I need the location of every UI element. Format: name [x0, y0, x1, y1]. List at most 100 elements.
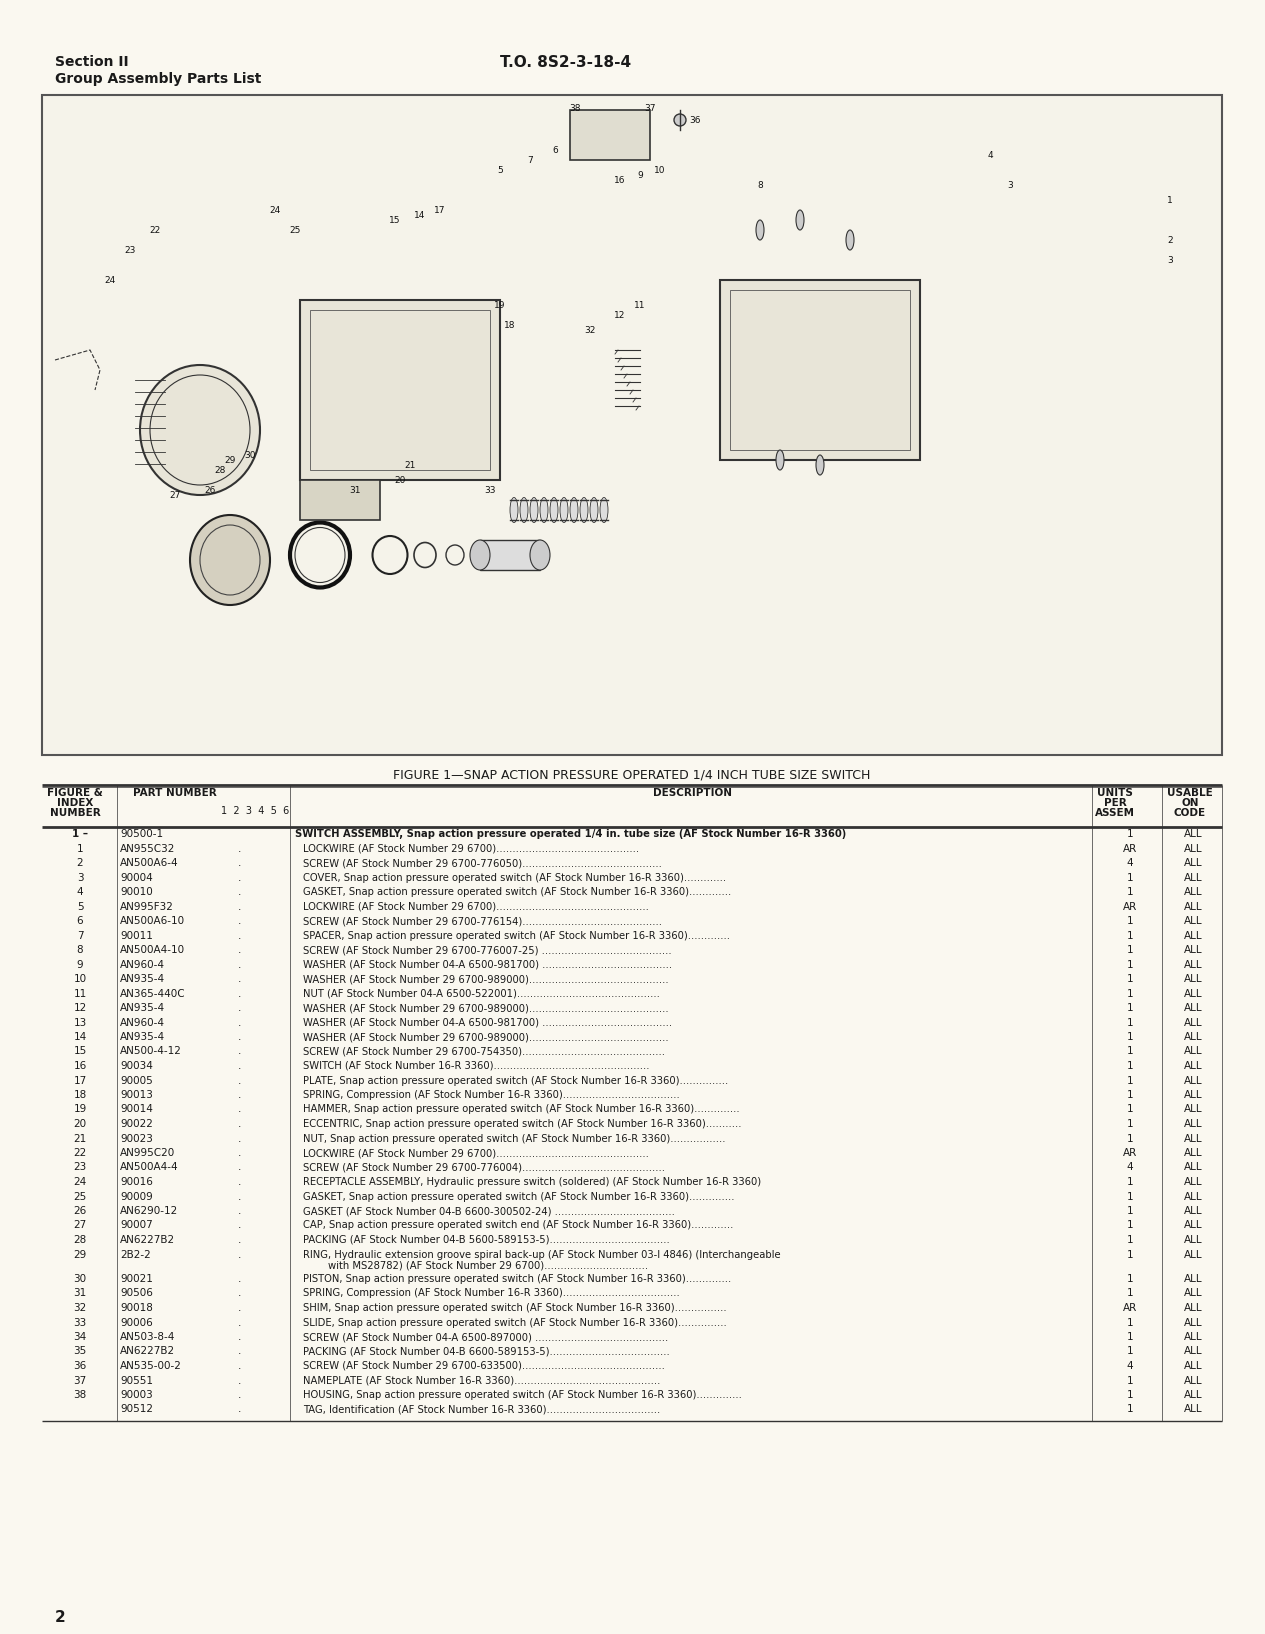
Ellipse shape [190, 515, 269, 605]
Text: COVER, Snap action pressure operated switch (AF Stock Number 16-R 3360).........: COVER, Snap action pressure operated swi… [304, 873, 726, 882]
Text: ALL: ALL [1184, 1376, 1202, 1386]
Text: 90551: 90551 [120, 1376, 153, 1386]
Text: 1: 1 [1127, 873, 1133, 882]
Text: SWITCH (AF Stock Number 16-R 3360)..............................................: SWITCH (AF Stock Number 16-R 3360)......… [304, 1060, 649, 1070]
Text: ALL: ALL [1184, 887, 1202, 897]
Text: 9: 9 [638, 170, 643, 180]
Text: 3: 3 [1007, 180, 1013, 190]
Text: 90003: 90003 [120, 1391, 153, 1400]
Text: SCREW (AF Stock Number 29 6700-754350)..........................................: SCREW (AF Stock Number 29 6700-754350)..… [304, 1046, 665, 1057]
Text: ALL: ALL [1184, 930, 1202, 941]
Text: AN995C20: AN995C20 [120, 1149, 176, 1159]
Text: ALL: ALL [1184, 1046, 1202, 1057]
Text: 16: 16 [615, 175, 626, 185]
Ellipse shape [796, 211, 805, 230]
Text: 1: 1 [1127, 1346, 1133, 1356]
Text: .: . [238, 959, 242, 969]
Ellipse shape [530, 497, 538, 523]
Text: .: . [238, 1176, 242, 1186]
Text: LOCKWIRE (AF Stock Number 29 6700)..............................................: LOCKWIRE (AF Stock Number 29 6700)......… [304, 902, 649, 912]
Text: AN960-4: AN960-4 [120, 1018, 164, 1028]
Text: 1 –: 1 – [72, 828, 89, 838]
Text: AN955C32: AN955C32 [120, 843, 176, 853]
Text: ALL: ALL [1184, 1332, 1202, 1342]
Text: 2: 2 [54, 1609, 66, 1624]
Ellipse shape [846, 230, 854, 250]
Text: .: . [238, 1003, 242, 1013]
Text: AN960-4: AN960-4 [120, 959, 164, 969]
Text: 20: 20 [73, 1119, 86, 1129]
Text: 7: 7 [528, 155, 533, 165]
Text: ALL: ALL [1184, 1003, 1202, 1013]
Text: 10: 10 [654, 165, 665, 175]
Text: ALL: ALL [1184, 902, 1202, 912]
Text: 14: 14 [415, 211, 426, 219]
Text: ALL: ALL [1184, 1075, 1202, 1085]
Text: 26: 26 [205, 485, 216, 495]
Ellipse shape [756, 221, 764, 240]
Text: .: . [238, 1361, 242, 1371]
Text: 90506: 90506 [120, 1289, 153, 1299]
Text: 16: 16 [73, 1060, 86, 1070]
Text: ALL: ALL [1184, 1162, 1202, 1173]
Text: SCREW (AF Stock Number 29 6700-776154)..........................................: SCREW (AF Stock Number 29 6700-776154)..… [304, 917, 662, 926]
Text: .: . [238, 974, 242, 984]
Text: GASKET, Snap action pressure operated switch (AF Stock Number 16-R 3360)........: GASKET, Snap action pressure operated sw… [304, 1191, 735, 1201]
Text: AN500-4-12: AN500-4-12 [120, 1046, 182, 1057]
Text: 38: 38 [569, 103, 581, 113]
Text: LOCKWIRE (AF Stock Number 29 6700)..............................................: LOCKWIRE (AF Stock Number 29 6700)......… [304, 1149, 649, 1159]
Text: 90014: 90014 [120, 1105, 153, 1114]
Text: ALL: ALL [1184, 1105, 1202, 1114]
Text: ALL: ALL [1184, 1250, 1202, 1260]
Ellipse shape [571, 497, 578, 523]
Text: 1: 1 [1127, 1119, 1133, 1129]
Text: WASHER (AF Stock Number 29 6700-989000).........................................: WASHER (AF Stock Number 29 6700-989000).… [304, 974, 669, 984]
Text: AN500A6-10: AN500A6-10 [120, 917, 185, 926]
Text: AN935-4: AN935-4 [120, 1033, 166, 1042]
Text: 1: 1 [1127, 1376, 1133, 1386]
Text: 8: 8 [758, 180, 763, 190]
Text: 90006: 90006 [120, 1317, 153, 1327]
Text: 90005: 90005 [120, 1075, 153, 1085]
Ellipse shape [600, 497, 608, 523]
Text: .: . [238, 944, 242, 954]
Text: .: . [238, 1046, 242, 1057]
Text: Section II: Section II [54, 56, 129, 69]
Text: 4: 4 [1127, 1162, 1133, 1173]
Text: 1: 1 [1127, 1018, 1133, 1028]
Text: 3: 3 [77, 873, 83, 882]
Text: WASHER (AF Stock Number 04-A 6500-981700) ......................................: WASHER (AF Stock Number 04-A 6500-981700… [304, 1018, 672, 1028]
Text: 25: 25 [290, 225, 301, 235]
Text: .: . [238, 1090, 242, 1100]
Text: 21: 21 [73, 1134, 86, 1144]
Text: PER: PER [1103, 797, 1126, 807]
Text: 13: 13 [73, 1018, 86, 1028]
Ellipse shape [471, 539, 490, 570]
Text: 1: 1 [1127, 1289, 1133, 1299]
Text: ALL: ALL [1184, 1191, 1202, 1201]
Text: .: . [238, 1206, 242, 1216]
Text: 90034: 90034 [120, 1060, 153, 1070]
Text: UNITS: UNITS [1097, 788, 1133, 797]
Text: .: . [238, 858, 242, 868]
Text: 5: 5 [497, 165, 503, 175]
Text: .: . [238, 1060, 242, 1070]
Text: .: . [238, 917, 242, 926]
Text: ALL: ALL [1184, 1149, 1202, 1159]
Text: PACKING (AF Stock Number 04-B 6600-589153-5)....................................: PACKING (AF Stock Number 04-B 6600-58915… [304, 1346, 669, 1356]
Text: .: . [238, 1317, 242, 1327]
Text: 31: 31 [73, 1289, 86, 1299]
Text: 1: 1 [77, 843, 83, 853]
Text: 90512: 90512 [120, 1405, 153, 1415]
Text: LOCKWIRE (AF Stock Number 29 6700)............................................: LOCKWIRE (AF Stock Number 29 6700)......… [304, 843, 639, 853]
Text: 30: 30 [244, 451, 256, 459]
FancyBboxPatch shape [300, 301, 500, 480]
Text: AN995F32: AN995F32 [120, 902, 173, 912]
Text: SHIM, Snap action pressure operated switch (AF Stock Number 16-R 3360)..........: SHIM, Snap action pressure operated swit… [304, 1302, 726, 1314]
Text: ALL: ALL [1184, 917, 1202, 926]
Text: 8: 8 [77, 944, 83, 954]
Text: 1: 1 [1127, 1221, 1133, 1230]
Text: .: . [238, 887, 242, 897]
Text: AN935-4: AN935-4 [120, 974, 166, 984]
Text: PLATE, Snap action pressure operated switch (AF Stock Number 16-R 3360).........: PLATE, Snap action pressure operated swi… [304, 1075, 729, 1085]
